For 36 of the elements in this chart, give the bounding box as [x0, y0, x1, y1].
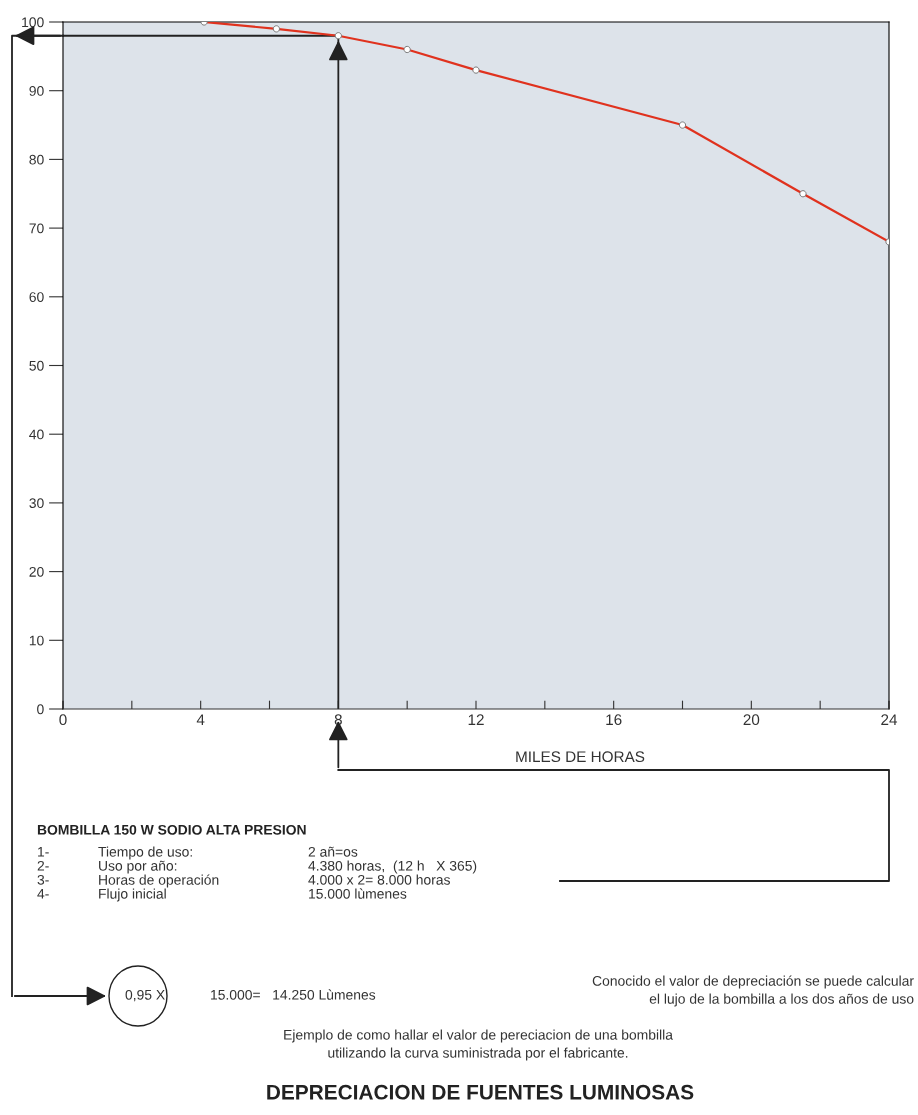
text: Conocido el valor de depreciación se puede calcular el lujo de la bombilla a los dos años de uso	[592, 975, 914, 1007]
text: 15.000= 14.250 Lùmenes	[211, 989, 376, 1000]
text: 2 añ=os	[308, 846, 358, 857]
y-tick-label: 60	[29, 292, 44, 302]
text: BOMBILLA 150 W SODIO ALTA PRESION	[37, 824, 306, 835]
y-tick-label: 100	[22, 17, 44, 28]
y-tick-label: 10	[29, 635, 44, 646]
text: Flujo inicial	[99, 888, 166, 902]
x-tick-label: 16	[606, 714, 622, 726]
text: Ejemplo de como hallar el valor de pereciacion de una bombilla utilizando la curva suministrada por el fabricante.	[284, 1029, 673, 1061]
text: 4.380 horas, (12 h X 365)	[308, 860, 477, 874]
text: Tiempo de uso:	[98, 846, 192, 860]
x-tick-label: 12	[468, 714, 484, 725]
x-tick-label: 20	[743, 714, 760, 726]
y-tick-label: 70	[29, 223, 44, 234]
text: 4-	[37, 889, 49, 899]
y-tick-label: 40	[29, 429, 44, 440]
text: 3-	[37, 874, 49, 885]
text: 15.000 lùmenes	[309, 888, 407, 899]
y-tick-label: 90	[29, 86, 44, 96]
y-tick-label: 20	[29, 566, 44, 577]
text: DEPRECIACION DE FUENTES LUMINOSAS	[267, 1084, 694, 1100]
x-tick-label: 0	[59, 714, 67, 726]
text: 2-	[37, 860, 49, 871]
text: 4.000 x 2= 8.000 horas	[308, 874, 450, 885]
y-tick-label: 0	[37, 704, 44, 715]
y-tick-label: 80	[29, 154, 44, 165]
x-axis-title: MILES DE HORAS	[516, 751, 645, 763]
text: Horas de operación	[99, 874, 219, 888]
x-tick-label: 4	[196, 714, 205, 725]
y-tick-label: 30	[29, 498, 44, 509]
x-tick-label: 24	[881, 714, 898, 725]
y-tick-label: 50	[29, 360, 44, 371]
text: Uso por año:	[99, 860, 177, 874]
text: 1-	[38, 847, 49, 857]
text: 0,95 X	[125, 989, 165, 1002]
